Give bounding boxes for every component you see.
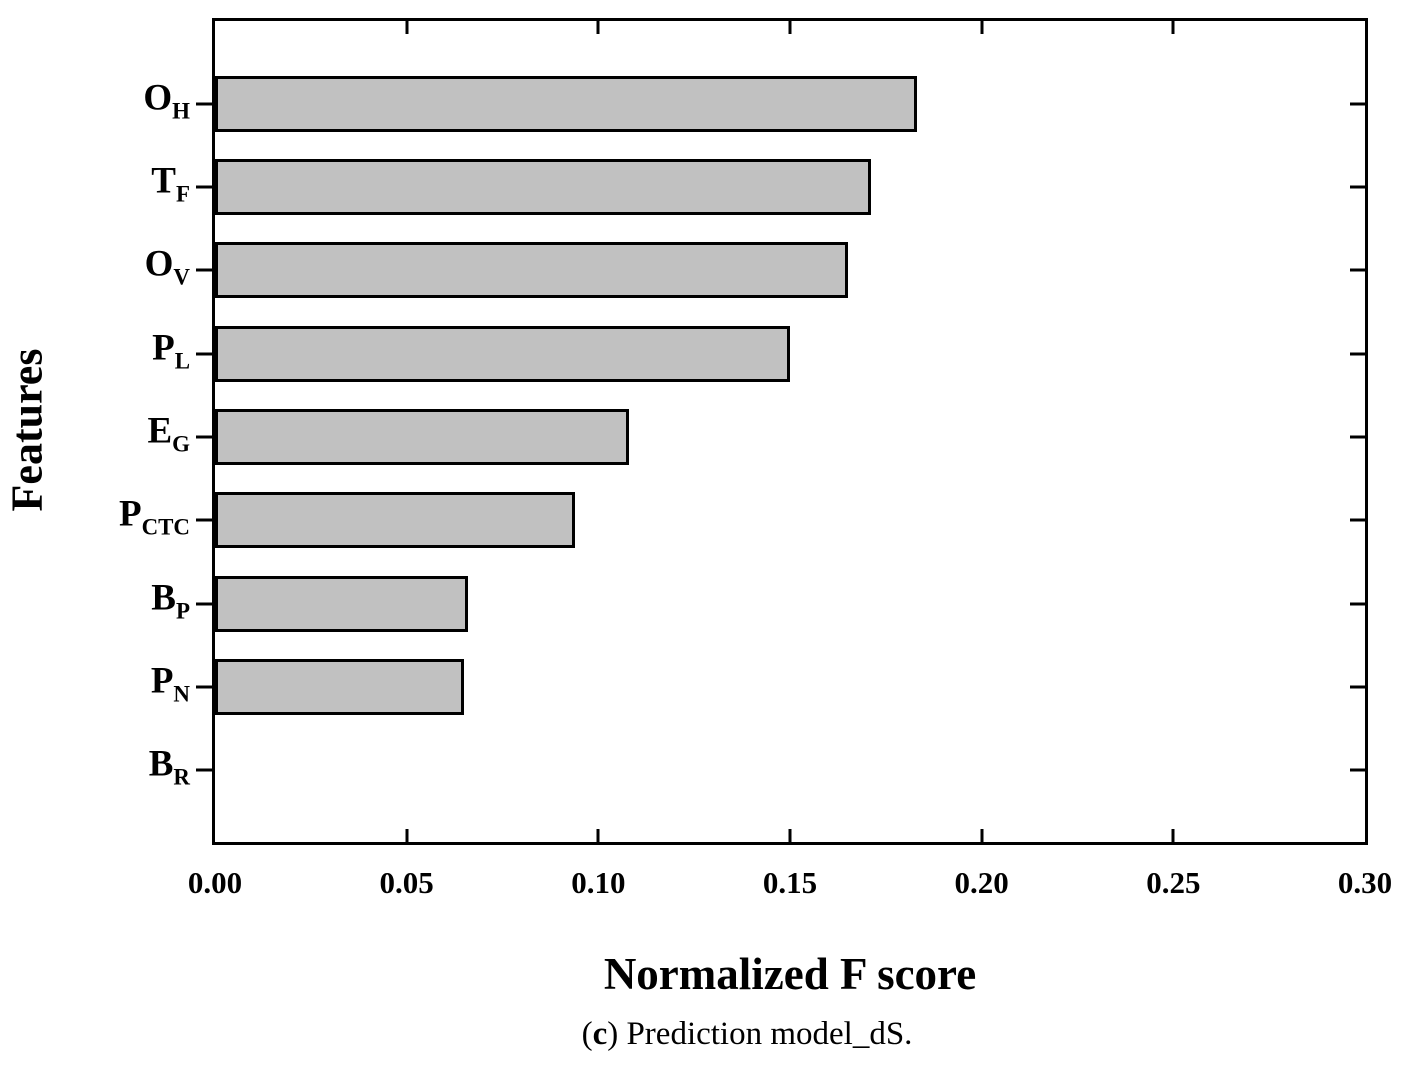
bar-row-P_CTC: PCTC [119,479,1365,562]
category-label-P_N: PN [150,660,190,707]
y-axis-tick-right [1350,518,1365,522]
y-axis-tick-left [196,185,212,189]
x-tick-label-0.05: 0.05 [379,865,434,900]
bar-E_G [215,409,629,465]
x-tick-label-0.20: 0.20 [954,865,1009,900]
bar-row-B_P: BP [151,562,1365,645]
y-axis-tick-left [196,268,212,272]
caption-text: ) Prediction model_dS. [607,1016,913,1052]
y-axis-tick-right [1350,352,1365,356]
figure-caption: (c) Prediction model_dS. [582,1016,913,1053]
bar-O_H [215,75,917,132]
x-tick-label-0.10: 0.10 [571,865,626,900]
y-axis-tick-right [1350,685,1365,689]
x-tick-top-0.20 [980,21,984,34]
category-label-T_F: TF [151,160,190,207]
x-tick-label-0.00: 0.00 [187,865,243,900]
y-axis-tick-left [196,768,212,772]
y-axis-tick-left [196,518,212,522]
y-axis-tick-right [1350,435,1365,439]
y-axis-tick-left [196,685,212,689]
y-axis-tick-right [1350,268,1365,272]
y-axis-tick-left [196,602,212,606]
y-axis-tick-left [196,435,212,439]
x-tick-bottom-0.20 [980,829,984,842]
x-tick-bottom-0.25 [1171,829,1175,842]
bar-P_CTC [215,492,576,549]
x-tick-bottom-0.15 [788,829,792,842]
category-label-O_V: OV [144,243,190,290]
bar-rows-container: OH TF OV PL EG PCTC BP PN BR [119,21,1365,842]
y-axis-tick-right [1350,602,1365,606]
category-label-E_G: EG [147,410,190,457]
y-axis-tick-left [196,102,212,106]
x-axis-title: Normalized F score [603,949,977,999]
y-axis-title: Features [2,348,52,512]
x-tick-bottom-0.10 [596,829,600,842]
y-axis-tick-left [196,352,212,356]
y-axis-tick-right [1350,768,1365,772]
x-tick-bottom-0.05 [405,829,409,842]
y-axis-tick-right [1350,185,1365,189]
bar-row-P_N: PN [151,645,1365,728]
category-label-P_CTC: PCTC [118,493,190,540]
bar-P_L [215,325,790,382]
plot-area: OH TF OV PL EG PCTC BP PN BR [119,18,1368,845]
bar-P_N [215,659,465,715]
bar-row-B_R: BR [149,729,1365,812]
bar-O_V [215,242,848,299]
x-tick-top-0.05 [405,21,409,34]
category-label-O_H: OH [143,77,190,123]
category-label-B_P: BP [151,577,190,623]
bar-T_F [215,159,871,215]
bar-row-T_F: TF [151,145,1365,228]
x-axis-tick-labels: 0.00 0.05 0.10 0.15 0.20 0.25 0.30 [188,864,1392,908]
x-tick-top-0.10 [596,21,600,34]
bar-row-O_V: OV [145,229,1365,312]
y-axis-tick-right [1350,102,1365,106]
x-tick-label-0.15: 0.15 [762,865,818,900]
x-tick-label-0.30: 0.30 [1337,865,1393,900]
x-tick-top-0.15 [788,21,792,34]
bar-row-O_H: OH [143,62,1365,145]
bar-B_P [215,575,468,632]
x-tick-top-0.25 [1171,21,1175,34]
caption-open-paren: ( [581,1016,593,1052]
bar-row-E_G: EG [147,395,1365,478]
category-label-B_R: BR [148,743,190,790]
x-tick-label-0.25: 0.25 [1146,865,1201,900]
category-label-P_L: PL [152,327,190,373]
caption-letter: c [592,1016,608,1052]
bar-row-P_L: PL [152,312,1365,395]
